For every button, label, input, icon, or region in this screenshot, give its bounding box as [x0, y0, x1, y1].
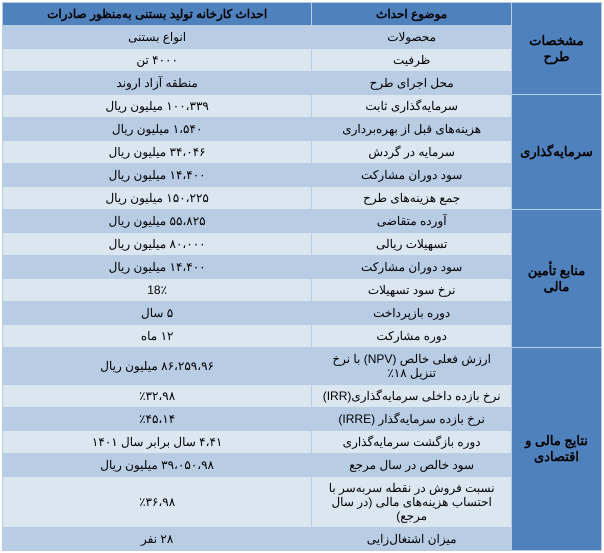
row-label: سرمایه‌گذاری ثابت: [312, 95, 512, 118]
row-label: نرخ بازده داخلی سرمایه‌گذاری(IRR): [312, 385, 512, 408]
row-label: نسبت فروش در نقطه سربه‌سر با احتساب هزین…: [312, 477, 512, 528]
row-value: ۸۶،۲۵۹،۹۶ میلیون ریال: [3, 348, 312, 385]
row-value: ۱۴،۴۰۰ میلیون ریال: [3, 164, 312, 187]
row-value: ٪۳۶،۹۸: [3, 477, 312, 528]
row-value: انواع بستنی: [3, 26, 312, 49]
section-specs-title: مشخصات طرح: [512, 3, 602, 95]
row-label: میزان اشتغال‌زایی: [312, 528, 512, 551]
row-value: ۱۰۰،۳۳۹ میلیون ریال: [3, 95, 312, 118]
row-value: ۴۰۰۰ تن: [3, 49, 312, 72]
row-label: نرخ سود تسهیلات: [312, 279, 512, 302]
table-row: سرمایه‌گذاری سرمایه‌گذاری ثابت ۱۰۰،۳۳۹ م…: [3, 95, 602, 118]
row-label: نرخ بازده سرمایه‌گذار (IRRE): [312, 408, 512, 431]
row-label: سرمایه در گردش: [312, 141, 512, 164]
row-value: 18٪: [3, 279, 312, 302]
row-value: ۲۸ نفر: [3, 528, 312, 551]
row-label: آورده متقاضی: [312, 210, 512, 233]
row-label: ارزش فعلی خالص (NPV) با نرخ تنزیل ۱۸٪: [312, 348, 512, 385]
project-table: مشخصات طرح موضوع احداث احداث کارخانه تول…: [2, 2, 602, 551]
row-label: ظرفیت: [312, 49, 512, 72]
header-row: مشخصات طرح موضوع احداث احداث کارخانه تول…: [3, 3, 602, 26]
row-label: سود دوران مشارکت: [312, 256, 512, 279]
row-label: دوره مشارکت: [312, 325, 512, 348]
row-value: ۱۲ ماه: [3, 325, 312, 348]
section-investment-title: سرمایه‌گذاری: [512, 95, 602, 210]
row-label: جمع هزینه‌های طرح: [312, 187, 512, 210]
row-label: محصولات: [312, 26, 512, 49]
row-value: ۱،۵۴۰ میلیون ریال: [3, 118, 312, 141]
row-label: سود خالص در سال مرجع: [312, 454, 512, 477]
row-value: ۴،۴۱ سال برابر سال ۱۴۰۱: [3, 431, 312, 454]
row-value: ۵۵،۸۲۵ میلیون ریال: [3, 210, 312, 233]
subject-label: موضوع احداث: [312, 3, 512, 26]
row-value: ۳۴،۰۴۶ میلیون ریال: [3, 141, 312, 164]
row-label: تسهیلات ریالی: [312, 233, 512, 256]
row-label: سود دوران مشارکت: [312, 164, 512, 187]
row-value: ۱۵۰،۲۲۵ میلیون ریال: [3, 187, 312, 210]
row-value: ٪۳۲،۹۸: [3, 385, 312, 408]
row-label: محل اجرای طرح: [312, 72, 512, 95]
row-value: ۵ سال: [3, 302, 312, 325]
row-value: ۸۰،۰۰۰ میلیون ریال: [3, 233, 312, 256]
row-value: منطقه آزاد اروند: [3, 72, 312, 95]
section-financing-title: منابع تأمین مالی: [512, 210, 602, 348]
row-value: ۳۹،۰۵۰،۹۸ میلیون ریال: [3, 454, 312, 477]
row-value: ۱۴،۴۰۰ میلیون ریال: [3, 256, 312, 279]
row-label: دوره بازگشت سرمایه‌گذاری: [312, 431, 512, 454]
row-value: ٪۴۵،۱۴: [3, 408, 312, 431]
table-row: منابع تأمین مالی آورده متقاضی ۵۵،۸۲۵ میل…: [3, 210, 602, 233]
row-label: دوره بازپرداخت: [312, 302, 512, 325]
table-row: نتایج مالی و اقتصادی ارزش فعلی خالص (NPV…: [3, 348, 602, 385]
subject-value: احداث کارخانه تولید بستنی به‌منظور صادرا…: [3, 3, 312, 26]
section-results-title: نتایج مالی و اقتصادی: [512, 348, 602, 551]
row-label: هزینه‌های قبل از بهره‌برداری: [312, 118, 512, 141]
